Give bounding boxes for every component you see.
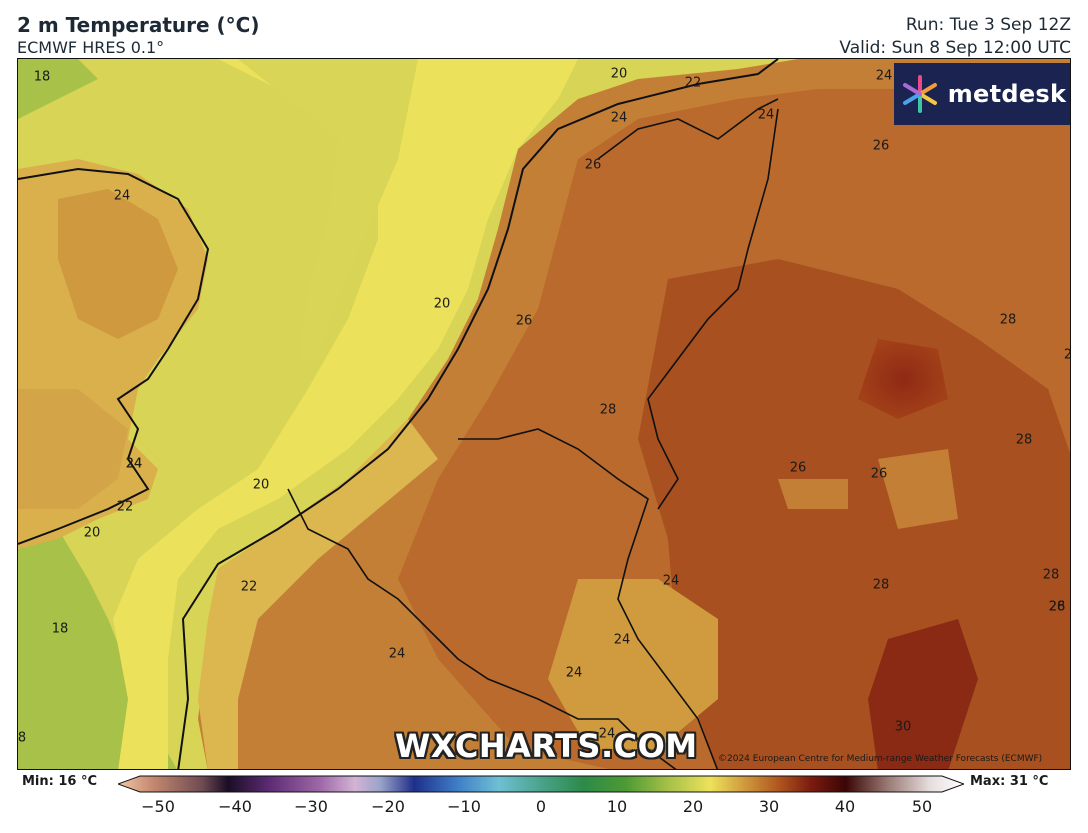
england-warm bbox=[58, 189, 178, 339]
contour-label: 20 bbox=[610, 66, 628, 82]
contour-label: 30 bbox=[894, 719, 912, 735]
contour-label: 2 bbox=[1064, 348, 1070, 363]
legend-min-label: Min: 16 °C bbox=[22, 774, 98, 789]
cool-pocket-1 bbox=[778, 479, 848, 509]
contour-label: 20 bbox=[433, 296, 451, 312]
hot-core-1 bbox=[858, 339, 948, 419]
temperature-field bbox=[18, 59, 1070, 769]
colorbar-tick: −50 bbox=[141, 797, 175, 816]
valid-time: Valid: Sun 8 Sep 12:00 UTC bbox=[839, 38, 1071, 58]
contour-label: 26 bbox=[584, 157, 602, 173]
colorbar-tick: 40 bbox=[834, 797, 856, 816]
contour-label: 24 bbox=[757, 107, 775, 123]
contour-label: 26 bbox=[1048, 599, 1066, 615]
contour-label: 28 bbox=[599, 402, 617, 418]
contour-label: 26 bbox=[870, 466, 888, 482]
contour-label: 24 bbox=[610, 110, 628, 126]
contour-label: 24 bbox=[113, 188, 131, 204]
contour-label: 24 bbox=[613, 632, 631, 648]
metdesk-wordmark: metdesk bbox=[947, 80, 1067, 108]
contour-label: 18 bbox=[51, 621, 69, 637]
contour-label: 28 bbox=[999, 312, 1017, 328]
run-time: Run: Tue 3 Sep 12Z bbox=[905, 15, 1071, 35]
frisian-coastline bbox=[597, 98, 779, 160]
england-coastline bbox=[18, 167, 210, 545]
legend-max-label: Max: 31 °C bbox=[970, 774, 1049, 789]
temperature-map: 18 20 22 24 24 26 24 24 26 24 20 26 28 2… bbox=[17, 58, 1071, 770]
colorbar-tick: 20 bbox=[682, 797, 704, 816]
colorbar-tick: −10 bbox=[447, 797, 481, 816]
ardennes-cool bbox=[548, 579, 718, 749]
contour-label: 24 bbox=[565, 665, 583, 681]
contour-label: 28 bbox=[1048, 599, 1066, 615]
sea-mid bbox=[238, 59, 418, 359]
contour-label: 28 bbox=[1015, 432, 1033, 448]
colorbar-tick: −30 bbox=[294, 797, 328, 816]
contour-label: 26 bbox=[872, 138, 890, 154]
cool-pocket-2 bbox=[878, 449, 958, 529]
colorbar-tick: 10 bbox=[606, 797, 628, 816]
france-border bbox=[287, 488, 677, 769]
contour-label: 24 bbox=[125, 456, 143, 472]
contour-label: 8 bbox=[17, 730, 27, 746]
contour-label: 22 bbox=[240, 579, 258, 595]
contour-label: 24 bbox=[662, 573, 680, 589]
temperature-colorbar bbox=[118, 775, 964, 793]
model-subtitle: ECMWF HRES 0.1° bbox=[17, 38, 165, 57]
metdesk-logo: metdesk bbox=[894, 63, 1070, 125]
contour-label: 22 bbox=[116, 499, 134, 515]
contour-label: 24 bbox=[598, 726, 616, 742]
map-title: 2 m Temperature (°C) bbox=[17, 13, 260, 37]
contour-label: 22 bbox=[684, 75, 702, 91]
sea-yellow bbox=[113, 59, 578, 769]
colorbar-tick: −40 bbox=[218, 797, 252, 816]
colorbar-tick: −20 bbox=[371, 797, 405, 816]
contour-label: 24 bbox=[875, 68, 893, 84]
colorbar-tick: 50 bbox=[911, 797, 933, 816]
cool-zone-nw bbox=[18, 59, 98, 119]
contour-label: 24 bbox=[125, 456, 143, 472]
netherlands-border bbox=[647, 108, 779, 510]
wxcharts-watermark: WXCHARTS.COM bbox=[395, 727, 698, 765]
contour-label: 28 bbox=[1042, 567, 1060, 583]
ecmwf-copyright: ©2024 European Centre for Medium-range W… bbox=[718, 754, 1043, 764]
colorbar-tick: 30 bbox=[758, 797, 780, 816]
england-south bbox=[18, 389, 128, 509]
contour-label: 18 bbox=[33, 69, 51, 85]
continent-coastline bbox=[177, 59, 779, 769]
colorbar-tick: 0 bbox=[535, 797, 547, 816]
belgium-border bbox=[458, 428, 719, 769]
contour-label: 20 bbox=[83, 525, 101, 541]
contour-label: 26 bbox=[515, 313, 533, 329]
contour-label: 28 bbox=[872, 577, 890, 593]
hot-core-2 bbox=[868, 619, 978, 769]
contour-label: 20 bbox=[252, 477, 270, 493]
contour-label: 26 bbox=[789, 460, 807, 476]
metdesk-star-icon bbox=[902, 75, 937, 113]
contour-label: 24 bbox=[388, 646, 406, 662]
coastal-band bbox=[198, 419, 438, 769]
